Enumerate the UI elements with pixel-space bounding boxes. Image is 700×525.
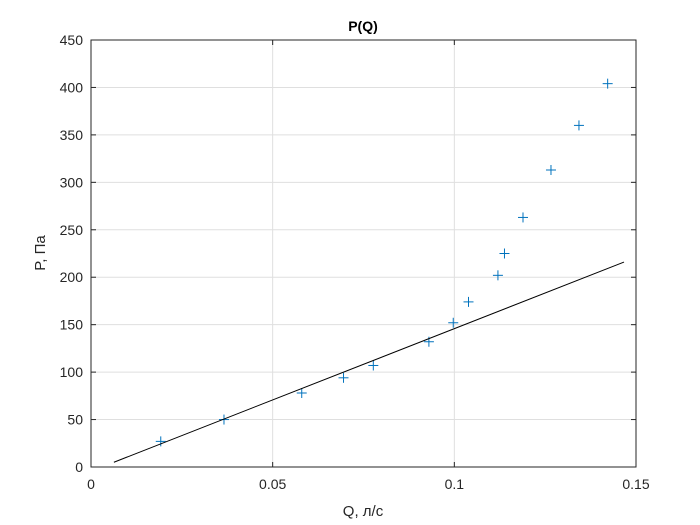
- tick-layer: 0 0.05 0.1 0.15 0 50 100 150 200 250 300 350 400 450: [60, 32, 650, 492]
- data-point-marker: [545, 164, 556, 175]
- axes-box: [90, 39, 637, 468]
- data-point-marker: [492, 270, 503, 281]
- data-point-marker: [296, 387, 307, 398]
- fit-line: [113, 261, 625, 463]
- data-point-marker: [448, 317, 459, 328]
- y-tick-label: 250: [60, 222, 84, 238]
- y-tick-label: 0: [75, 459, 83, 475]
- data-point-marker: [602, 78, 613, 89]
- chart-title: P(Q): [348, 18, 378, 34]
- plot-area: [91, 40, 636, 467]
- x-tick-label: 0.15: [622, 476, 649, 492]
- y-axis-label: P, Па: [32, 235, 49, 271]
- data-point-marker: [463, 296, 474, 307]
- series-layer: [113, 78, 625, 463]
- data-point-marker: [155, 436, 166, 447]
- y-tick-label: 450: [60, 32, 84, 48]
- data-point-marker: [518, 212, 529, 223]
- x-tick-label: 0: [87, 476, 95, 492]
- y-tick-label: 100: [60, 364, 84, 380]
- x-axis-label: Q, л/с: [343, 503, 384, 520]
- y-tick-label: 200: [60, 269, 84, 285]
- data-point-marker: [499, 248, 510, 259]
- x-tick-label: 0.05: [259, 476, 286, 492]
- x-tick-label: 0.1: [445, 476, 465, 492]
- y-tick-label: 350: [60, 127, 84, 143]
- data-point-marker: [338, 372, 349, 383]
- y-tick-label: 300: [60, 174, 84, 190]
- y-tick-label: 150: [60, 317, 84, 333]
- data-point-marker: [573, 120, 584, 131]
- y-tick-label: 400: [60, 79, 84, 95]
- data-point-marker: [368, 360, 379, 371]
- y-tick-label: 50: [67, 412, 83, 428]
